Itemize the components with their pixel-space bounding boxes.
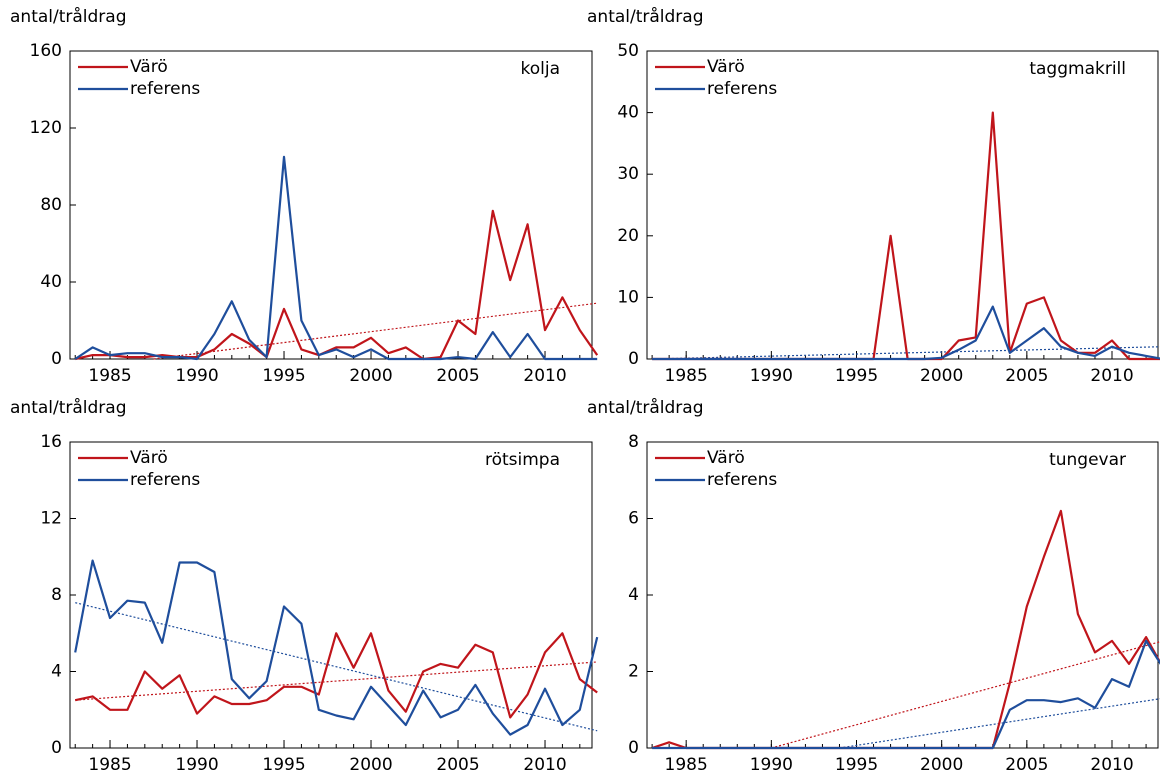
legend-label: Värö [130,448,168,468]
x-tick-label: 1985 [665,755,708,775]
y-tick-label: 0 [51,349,62,369]
legend-label: Värö [707,448,745,468]
legend-label: referens [130,470,200,490]
panel-label: taggmakrill [1029,59,1126,79]
x-tick-label: 2000 [349,755,392,775]
y-tick-label: 0 [628,349,639,369]
y-tick-label: 10 [617,287,639,307]
trend-line [839,698,1160,749]
y-tick-label: 4 [628,585,639,605]
x-tick-label: 2000 [349,366,392,386]
trend-line [153,302,598,360]
panel-label: tungevar [1049,450,1126,470]
x-tick-label: 1990 [750,366,793,386]
x-tick-label: 1990 [175,755,218,775]
x-tick-label: 2010 [1090,366,1133,386]
x-tick-label: 1985 [88,755,131,775]
x-tick-label: 1995 [835,366,878,386]
x-tick-label: 1995 [262,366,305,386]
y-tick-label: 0 [628,738,639,758]
legend-label: referens [707,79,777,99]
y-tick-label: 6 [628,509,639,529]
x-tick-label: 1990 [750,755,793,775]
x-tick-label: 2005 [1005,755,1048,775]
y-axis-label: antal/tråldrag [587,6,704,27]
y-tick-label: 12 [40,509,62,529]
x-tick-label: 2005 [436,366,479,386]
trend-line [75,602,598,732]
x-tick-label: 2005 [436,755,479,775]
y-tick-label: 8 [628,432,639,452]
y-axis-label: antal/tråldrag [587,397,704,418]
x-tick-label: 2010 [1090,755,1133,775]
x-tick-label: 1995 [835,755,878,775]
trend-line [75,661,598,701]
x-tick-label: 2000 [920,366,963,386]
series-line [651,509,1160,750]
x-tick-label: 2010 [523,755,566,775]
series-line [74,559,599,736]
x-tick-label: 1995 [262,755,305,775]
x-tick-label: 1990 [175,366,218,386]
y-axis-label: antal/tråldrag [10,6,127,27]
y-tick-label: 50 [617,41,639,61]
y-tick-label: 4 [51,662,62,682]
y-tick-label: 30 [617,164,639,184]
x-tick-label: 2010 [523,366,566,386]
x-tick-label: 1985 [665,366,708,386]
trend-line [652,346,1160,360]
x-tick-label: 2005 [1005,366,1048,386]
series-line [74,632,598,719]
y-tick-label: 0 [51,738,62,758]
y-tick-label: 20 [617,226,639,246]
legend-label: referens [707,470,777,490]
y-tick-label: 40 [40,272,62,292]
y-tick-label: 16 [40,432,62,452]
legend-label: Värö [707,57,745,77]
x-tick-label: 1985 [88,366,131,386]
series-line [652,305,1160,361]
y-tick-label: 120 [30,118,62,138]
series-line [652,639,1160,750]
panel-label: kolja [520,59,560,79]
y-tick-label: 80 [40,195,62,215]
series-line [652,111,1160,361]
x-tick-label: 2000 [920,755,963,775]
legend-label: referens [130,79,200,99]
y-axis-label: antal/tråldrag [10,397,127,418]
y-tick-label: 160 [30,41,62,61]
series-line [74,155,598,361]
legend-label: Värö [130,57,168,77]
series-line [74,209,599,361]
y-tick-label: 8 [51,585,62,605]
panel-label: rötsimpa [485,450,560,470]
y-tick-label: 2 [628,662,639,682]
y-tick-label: 40 [617,103,639,123]
